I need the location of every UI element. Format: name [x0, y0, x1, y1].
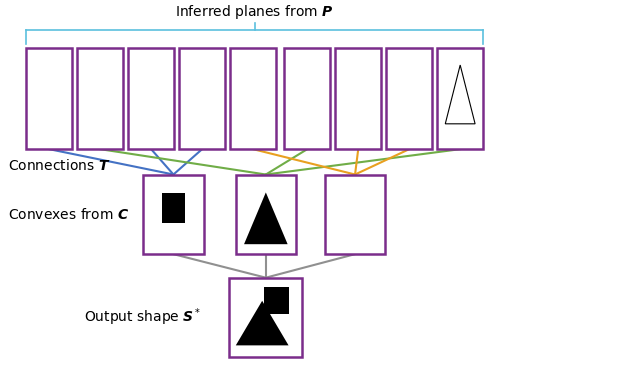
Polygon shape	[288, 62, 327, 143]
Bar	[179, 48, 225, 109]
Bar	[324, 174, 385, 254]
Text: Convexes from $\boldsymbol{C}$: Convexes from $\boldsymbol{C}$	[8, 207, 129, 222]
Polygon shape	[77, 48, 109, 149]
Polygon shape	[234, 60, 272, 133]
Text: Output shape $\boldsymbol{S}^*$: Output shape $\boldsymbol{S}^*$	[84, 307, 202, 328]
Bar	[437, 137, 483, 149]
Text: Inferred planes from $\boldsymbol{P}$: Inferred planes from $\boldsymbol{P}$	[175, 3, 334, 21]
Bar	[284, 48, 330, 149]
Bar	[26, 48, 72, 149]
Bar	[335, 48, 381, 149]
Bar	[179, 48, 225, 149]
Bar	[32, 69, 55, 118]
Polygon shape	[387, 60, 432, 149]
Polygon shape	[236, 301, 289, 345]
Bar	[190, 61, 214, 99]
Polygon shape	[243, 79, 264, 118]
Bar	[162, 193, 185, 223]
Polygon shape	[244, 192, 287, 244]
Bar	[140, 48, 174, 149]
Bar	[387, 48, 432, 149]
Bar	[128, 48, 174, 149]
Bar	[264, 287, 289, 314]
Bar	[437, 48, 483, 149]
Bar	[162, 193, 185, 223]
Bar	[229, 278, 303, 357]
Bar	[335, 70, 381, 149]
Bar	[230, 137, 276, 149]
Bar	[346, 72, 370, 115]
Bar	[26, 48, 64, 149]
Bar	[230, 48, 276, 149]
Bar	[77, 48, 123, 149]
Bar	[236, 174, 296, 254]
Bar	[145, 65, 165, 116]
Bar	[143, 174, 204, 254]
Text: Connections $\boldsymbol{T}$: Connections $\boldsymbol{T}$	[8, 158, 110, 173]
